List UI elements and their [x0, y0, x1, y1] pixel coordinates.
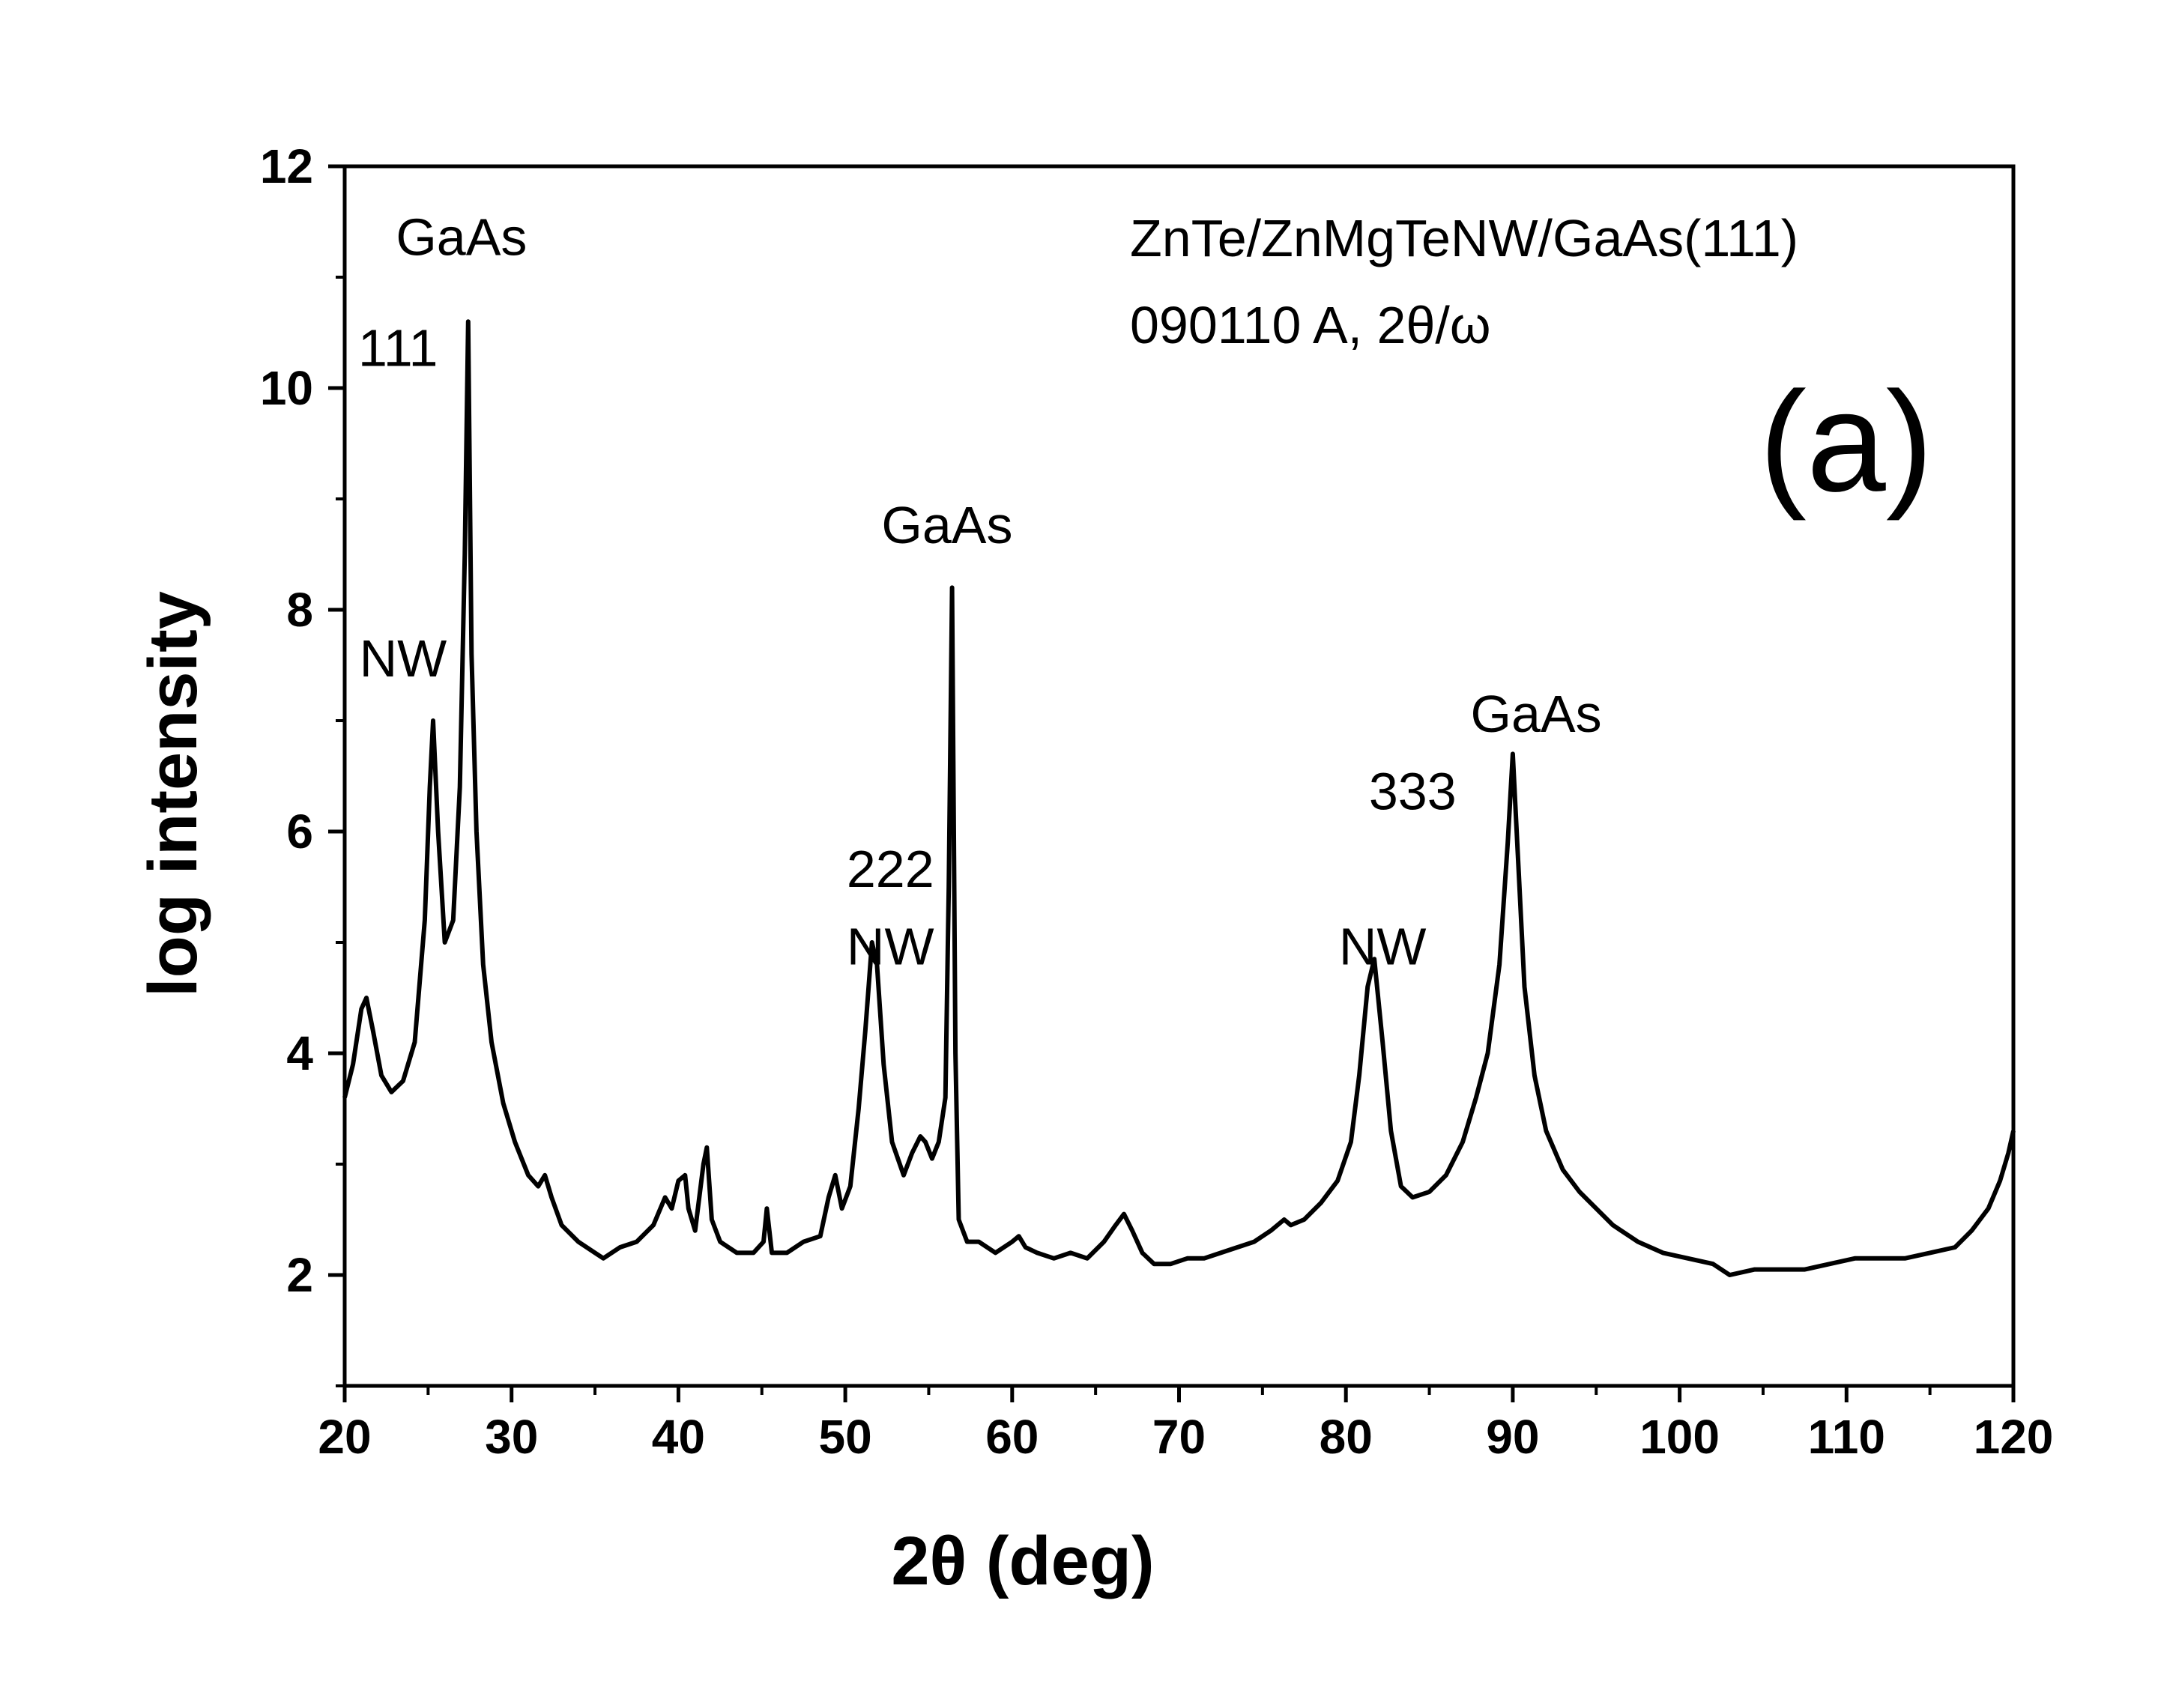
y-tick-label-12: 12	[260, 139, 313, 193]
x-tick-label-20: 20	[318, 1410, 371, 1464]
peak-annotation-3: GaAs	[881, 496, 1012, 554]
x-axis-title: 2θ (deg)	[891, 1523, 1154, 1599]
x-tick-label-40: 40	[652, 1410, 705, 1464]
y-tick-label-10: 10	[260, 361, 313, 415]
x-tick-label-30: 30	[485, 1410, 538, 1464]
peak-annotation-2: NW	[360, 629, 447, 688]
y-axis-title: log intensity	[135, 591, 211, 997]
panel-label: (a)	[1759, 363, 1933, 521]
sample-scan-label: 090110 A, 2θ/ω	[1130, 296, 1491, 354]
x-tick-label-50: 50	[819, 1410, 872, 1464]
peak-annotation-8: GaAs	[1471, 685, 1602, 743]
y-tick-label-8: 8	[286, 583, 313, 637]
sample-name-label: ZnTe/ZnMgTeNW/GaAs(111)	[1130, 209, 1798, 267]
peak-annotation-5: NW	[847, 918, 934, 976]
peak-annotation-4: 222	[847, 840, 934, 898]
peak-annotation-7: 333	[1369, 762, 1457, 820]
x-tick-label-100: 100	[1639, 1410, 1720, 1464]
y-tick-label-2: 2	[286, 1248, 313, 1302]
y-tick-label-4: 4	[286, 1026, 313, 1080]
x-tick-label-60: 60	[985, 1410, 1039, 1464]
x-tick-label-90: 90	[1486, 1410, 1539, 1464]
x-tick-label-110: 110	[1808, 1410, 1885, 1464]
x-tick-label-70: 70	[1152, 1410, 1206, 1464]
peak-annotation-6: NW	[1339, 918, 1427, 976]
series-line	[342, 319, 2016, 1277]
x-tick-label-120: 120	[1974, 1410, 2054, 1464]
peak-annotation-0: GaAs	[396, 208, 527, 266]
y-tick-label-6: 6	[286, 805, 313, 858]
x-tick-label-80: 80	[1320, 1410, 1373, 1464]
peak-annotation-1: 111	[358, 318, 438, 377]
